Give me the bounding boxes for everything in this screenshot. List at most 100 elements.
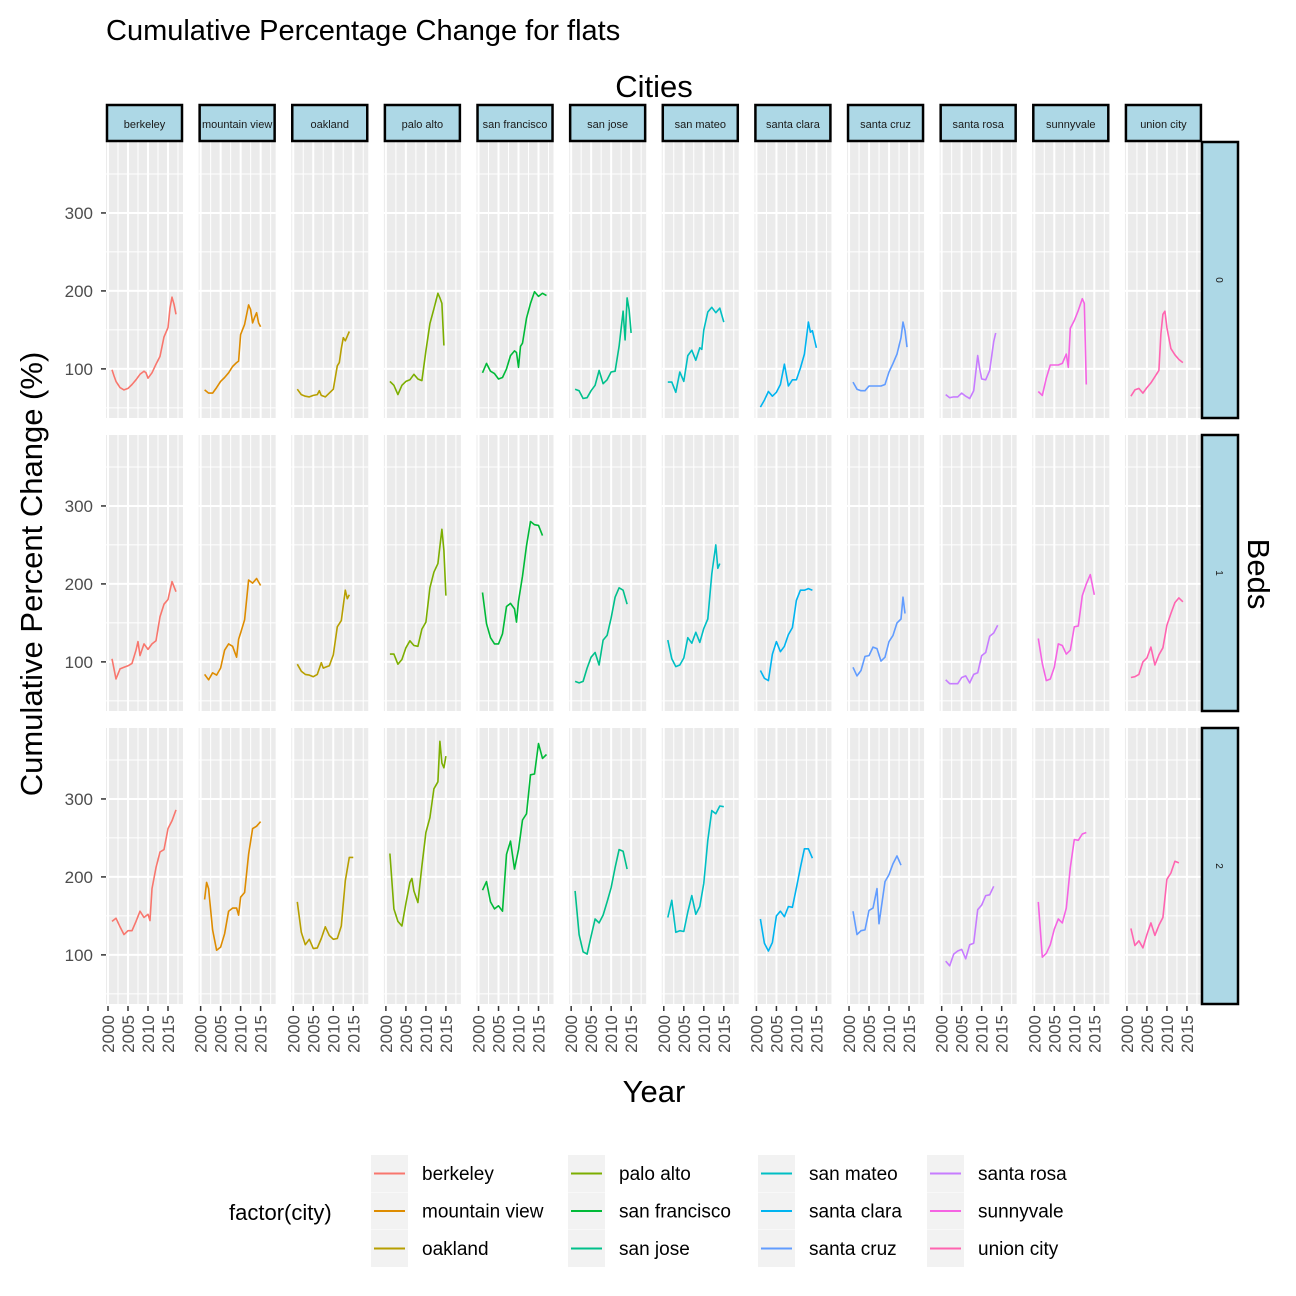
x-tick-label: 2010 [417,1015,436,1053]
series-line-sunnyvale [1037,297,1088,397]
x-tick-label: 2015 [993,1015,1012,1053]
panel-background [198,728,276,1004]
x-tick-label: 2015 [715,1015,734,1053]
panel-background [754,142,832,418]
col-strip-label: sunnyvale [1046,119,1096,131]
col-strip-label: san mateo [675,119,726,131]
panel-union-city-beds-0 [1124,142,1202,418]
legend-item-label: san mateo [809,1164,898,1185]
panel-sunnyvale-beds-0 [1032,142,1110,418]
col-strip-label: santa clara [766,119,821,131]
series-line-san-francisco [481,290,547,380]
panel-background [1124,435,1202,711]
panel-background [198,435,276,711]
series-line-oakland [296,331,351,398]
series-line-union-city [1130,860,1180,949]
col-strip-palo-alto: palo alto [383,103,462,143]
x-tick-label: 2005 [582,1015,601,1053]
x-tick-label: 2005 [304,1015,323,1053]
panel-background [661,728,739,1004]
x-tick-label: 2010 [324,1015,343,1053]
col-strip-box [291,103,369,143]
x-tick-label: 2010 [602,1015,621,1053]
legend-item-label: union city [978,1239,1059,1260]
legend-item-santa-clara: santa clara [758,1192,902,1230]
row-strip-beds-2: 2 [1200,726,1240,1006]
row-strip-beds-0: 0 [1200,140,1240,420]
row-strip-box [1200,140,1240,420]
series-line-santa-rosa [945,332,997,400]
chart-title: Cumulative Percentage Change for flats [106,15,620,47]
col-strip-label: santa cruz [860,119,911,131]
x-tick-label: 2000 [933,1015,952,1053]
panel-palo-alto-beds-0 [383,142,461,418]
legend-item-santa-cruz: santa cruz [758,1230,897,1267]
legend-item-label: sunnyvale [978,1202,1064,1223]
panel-background [383,435,461,711]
x-tick-label: 2000 [1118,1015,1137,1053]
legend-item-label: oakland [422,1239,489,1260]
legend-item-label: palo alto [619,1164,691,1185]
panel-san-francisco-beds-1 [476,435,554,711]
x-tick-label: 2010 [973,1015,992,1053]
x-tick-label: 2005 [767,1015,786,1053]
series-line-santa-cruz [852,855,902,936]
series-line-san-jose [574,297,632,400]
series-line-berkeley [111,809,177,936]
panel-background [939,142,1017,418]
x-tick-label: 2005 [1138,1015,1157,1053]
series-line-san-mateo [667,306,725,394]
x-tick-label: 2010 [787,1015,806,1053]
col-strip-san-jose: san jose [568,103,647,143]
panel-san-jose-beds-1 [569,435,647,711]
row-strip-box [1200,726,1240,1006]
x-tick-label: 2015 [1178,1015,1197,1053]
series-line-mountain-view [203,577,262,681]
panel-background [106,728,183,1004]
x-tick-label: 2010 [510,1015,529,1053]
y-axis-label: Cumulative Percent Change (%) [14,352,49,797]
panel-background [847,435,925,711]
panel-background [847,728,925,1004]
col-strip-santa-clara: santa clara [754,103,832,143]
panel-santa-rosa-beds-0 [939,142,1017,418]
x-tick-label: 2005 [212,1015,231,1053]
row-strip-label: 1 [1213,570,1224,576]
panel-background [847,142,925,418]
legend-item-label: santa cruz [809,1239,897,1260]
panel-background [198,142,276,418]
x-tick-label: 2000 [747,1015,766,1053]
series-line-union-city [1130,310,1184,397]
panel-palo-alto-beds-1 [383,435,461,711]
legend-item-sunnyvale: sunnyvale [927,1192,1064,1230]
panel-background [1032,142,1110,418]
col-strip-box [1124,103,1203,143]
panel-santa-cruz-beds-1 [847,435,925,711]
legend-item-mountain-view: mountain view [371,1192,544,1230]
x-tick-label: 2015 [900,1015,919,1053]
col-strip-san-francisco: san francisco [476,103,554,143]
col-strip-union-city: union city [1124,103,1203,143]
col-strip-box [568,103,647,143]
x-tick-label: 2000 [377,1015,396,1053]
series-line-sunnyvale [1037,831,1087,958]
col-strip-santa-cruz: santa cruz [846,103,925,143]
series-line-palo-alto [389,292,445,396]
panel-santa-cruz-beds-0 [847,142,925,418]
series-line-oakland [296,589,351,678]
panel-santa-clara-beds-1 [754,435,832,711]
x-tick-label: 2005 [860,1015,879,1053]
y-tick-label: 100 [65,653,93,672]
x-tick-label: 2015 [252,1015,271,1053]
panel-background [569,728,647,1004]
panels [106,142,1202,1004]
x-tick-label: 2000 [470,1015,489,1053]
panel-union-city-beds-2 [1124,728,1202,1004]
series-line-santa-cruz [852,321,908,392]
x-tick-label: 2005 [397,1015,416,1053]
panel-background [754,728,832,1004]
legend-item-san-jose: san jose [568,1230,690,1267]
panel-background [106,435,183,711]
